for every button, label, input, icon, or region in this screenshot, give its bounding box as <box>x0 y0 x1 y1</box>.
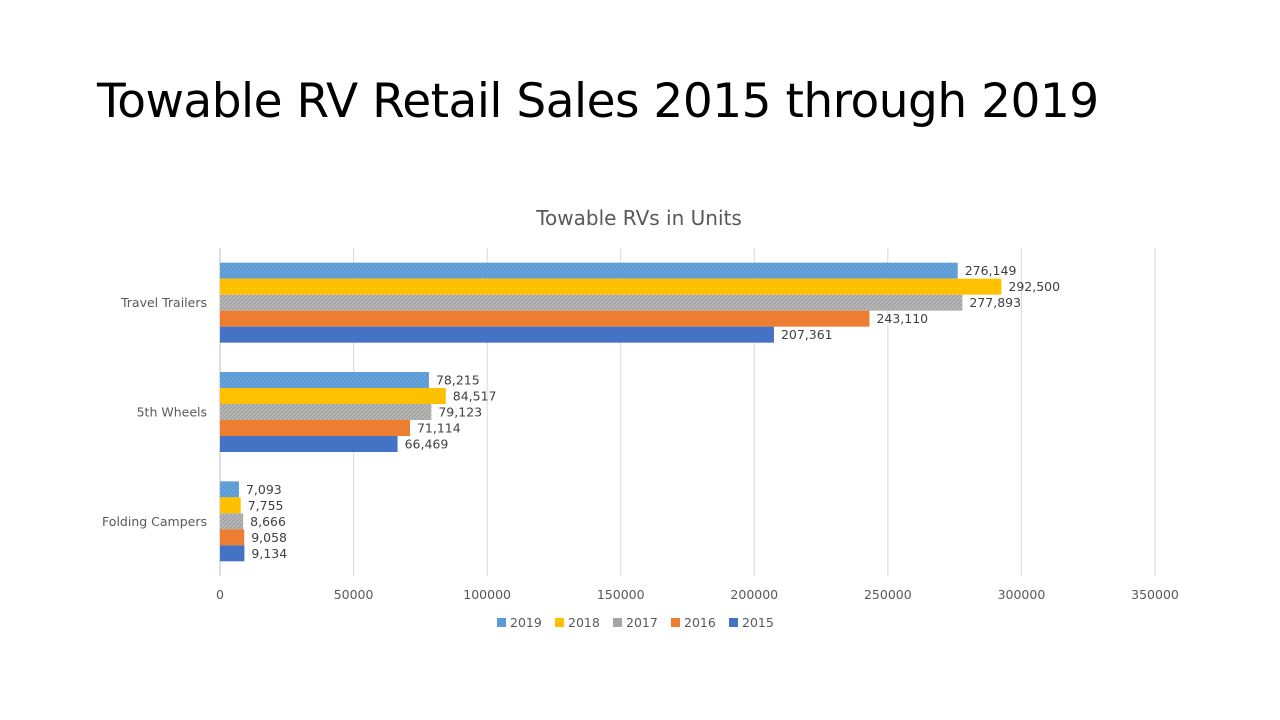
legend-swatch <box>729 618 738 627</box>
data-label: 9,134 <box>251 546 287 561</box>
bar <box>220 436 398 452</box>
category-label: 5th Wheels <box>137 405 207 420</box>
bar <box>220 404 431 420</box>
data-label: 9,058 <box>251 530 287 545</box>
data-label: 7,093 <box>246 482 282 497</box>
x-tick-label: 100000 <box>463 587 511 602</box>
bar <box>220 545 244 561</box>
x-tick-label: 150000 <box>597 587 645 602</box>
bar <box>220 420 410 436</box>
bars <box>220 263 1001 562</box>
data-label: 71,114 <box>417 421 461 436</box>
legend-label: 2015 <box>742 615 774 630</box>
x-tick-label: 0 <box>216 587 224 602</box>
category-label: Travel Trailers <box>120 295 207 310</box>
bar <box>220 529 244 545</box>
bar <box>220 372 429 388</box>
bar <box>220 279 1001 295</box>
x-tick-label: 300000 <box>998 587 1046 602</box>
bar <box>220 311 869 327</box>
value-axis: 0 50000 100000 150000 200000 250000 300000 3500… <box>216 587 1179 602</box>
x-tick-label: 50000 <box>334 587 374 602</box>
data-label: 66,469 <box>405 437 449 452</box>
bar <box>220 497 241 513</box>
legend-label: 2019 <box>510 615 542 630</box>
bar <box>220 295 962 311</box>
legend-swatch <box>671 618 680 627</box>
legend: 2019 2018 2017 2016 2015 <box>497 615 774 630</box>
legend-label: 2017 <box>626 615 658 630</box>
data-label: 243,110 <box>876 311 928 326</box>
data-label: 7,755 <box>248 498 284 513</box>
data-label: 78,215 <box>436 373 480 388</box>
data-label: 277,893 <box>969 295 1021 310</box>
legend-label: 2016 <box>684 615 716 630</box>
data-label: 207,361 <box>781 327 833 342</box>
category-axis: Travel Trailers 5th Wheels Folding Campers <box>102 295 207 529</box>
bar <box>220 263 958 279</box>
data-label: 79,123 <box>438 405 482 420</box>
bar <box>220 481 239 497</box>
bar-chart: Towable RVs in Units 276,149292,500277,8… <box>0 0 1280 720</box>
bar <box>220 388 446 404</box>
bar <box>220 513 243 529</box>
legend-swatch <box>555 618 564 627</box>
bar <box>220 327 774 343</box>
data-label: 276,149 <box>965 263 1017 278</box>
x-tick-label: 200000 <box>730 587 778 602</box>
x-tick-label: 250000 <box>864 587 912 602</box>
data-label: 8,666 <box>250 514 286 529</box>
category-label: Folding Campers <box>102 514 207 529</box>
x-tick-label: 350000 <box>1131 587 1179 602</box>
legend-swatch <box>497 618 506 627</box>
chart-title: Towable RVs in Units <box>535 206 742 230</box>
legend-label: 2018 <box>568 615 600 630</box>
data-label: 84,517 <box>453 389 497 404</box>
legend-swatch <box>613 618 622 627</box>
data-label: 292,500 <box>1008 279 1060 294</box>
